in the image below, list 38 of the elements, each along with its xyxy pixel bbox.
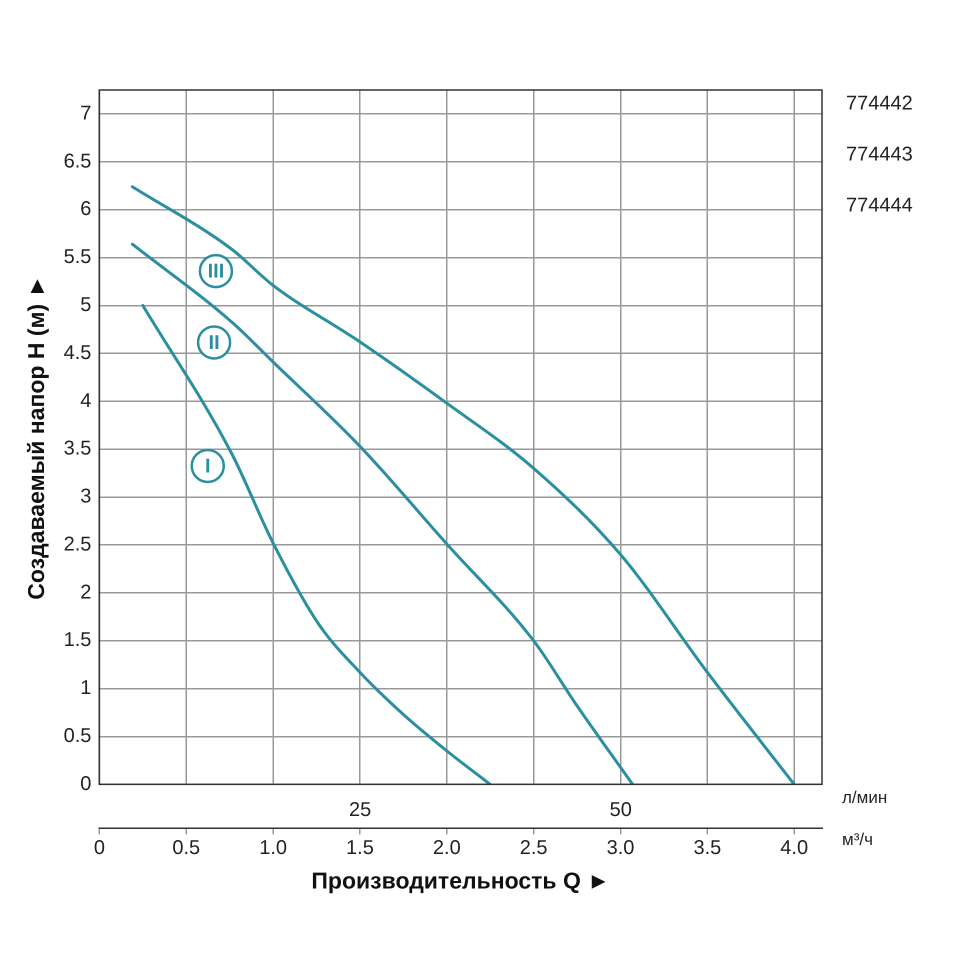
- text: м³/ч: [842, 830, 873, 850]
- series-label: II: [208, 332, 220, 354]
- series-label: III: [208, 260, 224, 283]
- line-series: [141, 304, 492, 784]
- y-tick-label: 5.5: [64, 246, 92, 268]
- text: 774444: [846, 194, 913, 216]
- x-tick-label: 0.5: [172, 836, 200, 859]
- x-tick-label: 3.5: [693, 836, 722, 859]
- y-axis-title: Создаваемый напор Н (м) ►: [23, 274, 50, 600]
- y-tick-label: 4: [80, 390, 92, 412]
- y-tick-label: 5: [80, 294, 92, 316]
- line-series: [130, 185, 796, 784]
- y-tick-label: 0.5: [64, 725, 92, 748]
- series-label: I: [204, 456, 211, 478]
- y-tick-label: 1: [80, 677, 92, 700]
- x2-tick-label: 25: [348, 798, 372, 821]
- y-tick-label: 2.5: [64, 533, 92, 556]
- y-tick-label: 3: [80, 486, 92, 508]
- y-tick-label: 6: [80, 198, 92, 220]
- x-tick-label: 1.5: [346, 836, 374, 859]
- x-tick-label: 3.0: [606, 836, 634, 859]
- text: 774442: [846, 92, 913, 114]
- x2-tick-label: 50: [610, 798, 632, 821]
- x2-axis-title: л/мин: [842, 788, 888, 808]
- y-tick-label: 3.5: [64, 438, 92, 460]
- text: 774443: [846, 143, 913, 166]
- y-tick-label: 4.5: [64, 342, 92, 364]
- y-tick-label: 1.5: [64, 629, 92, 652]
- x-tick-label: 4.0: [780, 836, 808, 859]
- y-tick-label: 6.5: [64, 150, 92, 172]
- x-axis-title: Производительность Q ►: [311, 868, 610, 894]
- x-tick-label: 1.0: [259, 836, 288, 859]
- y-tick-label: 0: [80, 772, 92, 795]
- y-tick-label: 2: [80, 581, 92, 604]
- line-series: [130, 242, 634, 784]
- x-tick-label: 2.5: [520, 836, 548, 859]
- y-tick-label: 7: [80, 102, 92, 124]
- x-tick-label: 2.0: [432, 836, 461, 859]
